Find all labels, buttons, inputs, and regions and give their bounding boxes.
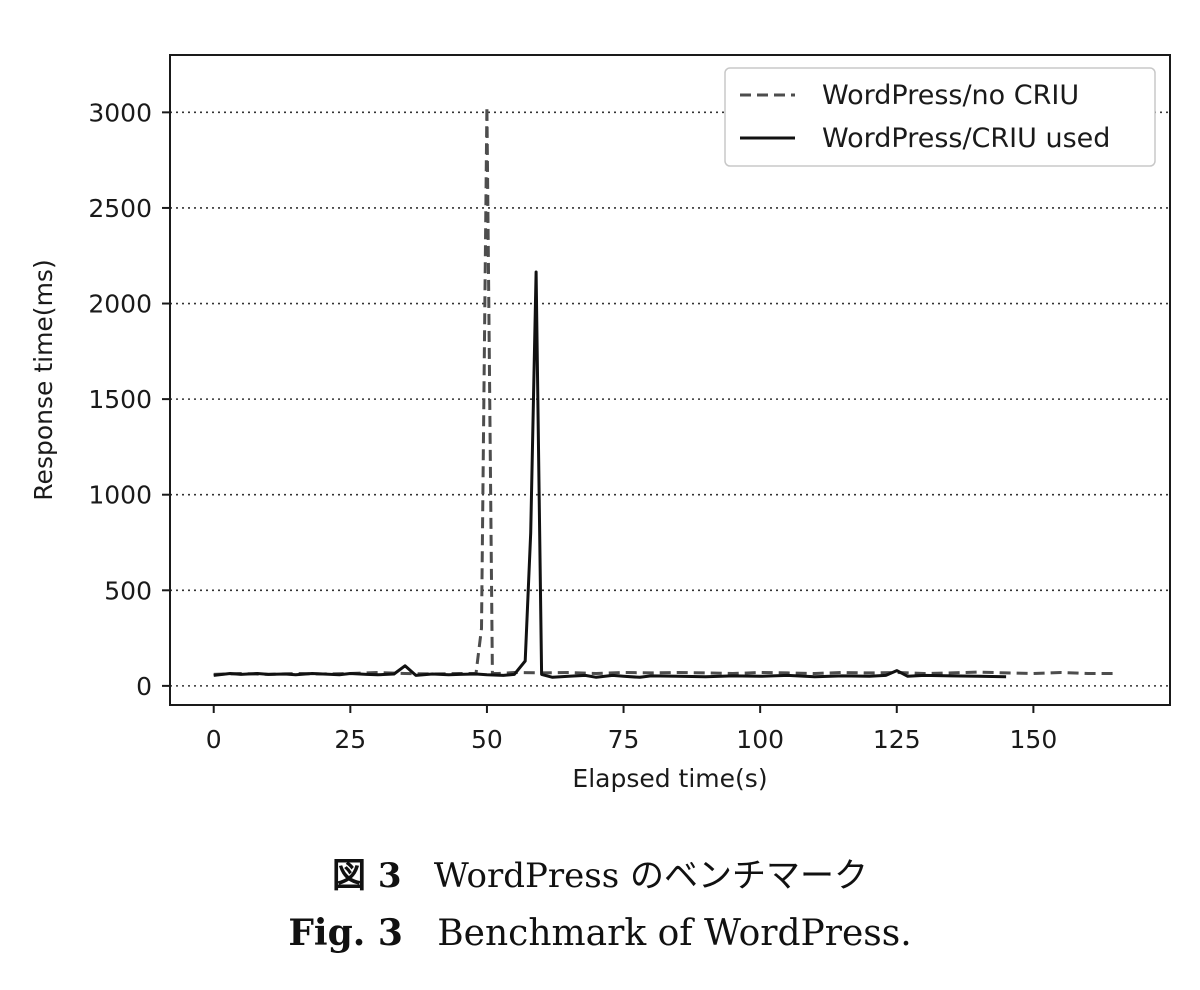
series-line-no-criu — [213, 105, 1116, 676]
y-tick-label: 1500 — [88, 385, 152, 414]
y-tick-label: 1000 — [88, 481, 152, 510]
x-tick-label: 25 — [334, 725, 366, 754]
y-axis-title: Response time(ms) — [29, 259, 58, 500]
caption-english: Fig. 3 Benchmark of WordPress. — [0, 912, 1200, 954]
legend-box — [724, 67, 1156, 167]
caption-jp-fig-number: 図 3 — [331, 856, 402, 896]
x-tick-label: 50 — [471, 725, 503, 754]
caption-japanese: 図 3 WordPress のベンチマーク — [0, 848, 1200, 897]
x-tick-label: 0 — [206, 725, 222, 754]
y-tick-label: 2000 — [88, 290, 152, 319]
series-line-criu-used — [213, 270, 1007, 679]
y-tick-label: 0 — [136, 672, 152, 701]
legend-label-no-criu: WordPress/no CRIU — [822, 80, 1079, 111]
caption-en-fig-number: Fig. 3 — [288, 912, 403, 954]
x-tick-label: 75 — [608, 725, 640, 754]
y-tick-label: 3000 — [88, 98, 152, 127]
x-tick-label: 150 — [1010, 725, 1058, 754]
x-axis-title: Elapsed time(s) — [572, 764, 767, 793]
y-axis: 0 500 1000 1500 2000 2500 3000 — [88, 98, 170, 701]
plot-frame — [169, 54, 1171, 706]
x-axis: 0 25 50 75 100 125 150 — [206, 705, 1057, 754]
y-tick-label: 500 — [104, 576, 152, 605]
series-layer — [213, 105, 1116, 679]
caption-jp-text: WordPress のベンチマーク — [433, 856, 869, 896]
x-tick-label: 125 — [873, 725, 921, 754]
y-tick-label: 2500 — [88, 194, 152, 223]
gridlines — [170, 111, 1170, 687]
legend: WordPress/no CRIU WordPress/CRIU used — [724, 67, 1156, 167]
line-chart: 0 25 50 75 100 125 150 0 500 1000 1500 2000 2500 300… — [29, 54, 1171, 793]
x-tick-label: 100 — [736, 725, 784, 754]
legend-label-criu-used: WordPress/CRIU used — [822, 123, 1110, 154]
caption-en-text: Benchmark of WordPress. — [437, 913, 912, 954]
